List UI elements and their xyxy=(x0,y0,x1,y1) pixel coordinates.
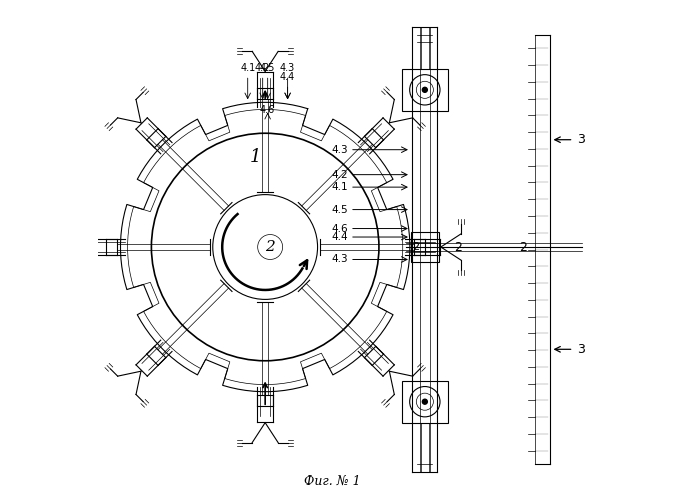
Text: 4.2: 4.2 xyxy=(332,170,348,180)
Text: 2: 2 xyxy=(265,240,275,254)
Text: 4.1: 4.1 xyxy=(332,182,348,192)
Bar xyxy=(402,69,448,111)
Text: 1: 1 xyxy=(250,148,261,166)
Text: 3: 3 xyxy=(577,343,585,356)
Bar xyxy=(411,232,439,262)
Text: 4.1: 4.1 xyxy=(240,63,255,73)
Text: 4.3: 4.3 xyxy=(280,63,295,73)
Text: 2: 2 xyxy=(455,241,462,253)
Bar xyxy=(402,381,448,423)
Circle shape xyxy=(423,87,427,92)
Text: 4.4: 4.4 xyxy=(332,232,348,242)
Text: 2: 2 xyxy=(519,241,528,253)
Text: 4.3: 4.3 xyxy=(332,145,348,155)
Text: 4.5: 4.5 xyxy=(260,63,275,73)
Text: 4.6: 4.6 xyxy=(332,224,348,234)
Text: 4.5: 4.5 xyxy=(332,205,348,215)
Text: 3: 3 xyxy=(577,133,585,146)
Text: 4.4: 4.4 xyxy=(280,72,295,82)
Text: Фиг. № 1: Фиг. № 1 xyxy=(304,475,361,488)
Text: 4.2: 4.2 xyxy=(255,63,270,73)
Text: 4.3: 4.3 xyxy=(332,254,348,264)
Text: 2: 2 xyxy=(413,242,420,252)
Circle shape xyxy=(423,399,427,404)
Text: 4.6: 4.6 xyxy=(260,105,275,115)
